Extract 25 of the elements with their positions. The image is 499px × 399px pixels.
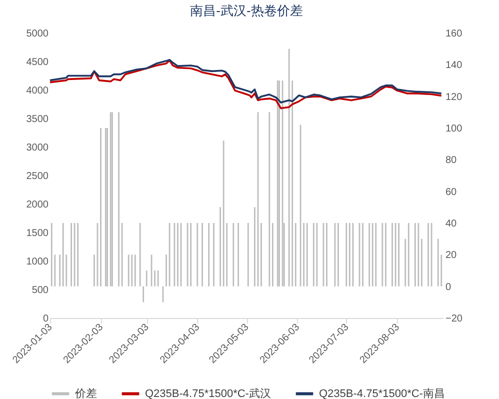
legend-label: Q235B-4.75*1500*C-武汉 — [145, 386, 271, 399]
y2-tick-label: −20 — [446, 314, 463, 324]
legend-label: 价差 — [74, 388, 97, 399]
y-tick-label: 4500 — [26, 57, 49, 68]
y-tick-label: 5000 — [26, 28, 49, 40]
y-tick-label: 2500 — [26, 171, 49, 182]
y2-tick-label: 160 — [446, 28, 463, 40]
y2-tick-label: 60 — [446, 186, 458, 198]
y2-tick-label: 100 — [446, 124, 463, 134]
chart-title: 南昌-武汉-热卷价差 — [190, 3, 303, 18]
y2-tick-label: 80 — [446, 155, 458, 166]
y2-tick-label: 0 — [446, 282, 452, 293]
y-tick-label: 3000 — [26, 142, 49, 154]
y-tick-label: 500 — [32, 285, 49, 296]
y-tick-label: 1000 — [26, 256, 49, 268]
y-tick-label: 0 — [42, 314, 49, 324]
y2-tick-label: 20 — [446, 250, 458, 262]
y-tick-label: 1500 — [26, 228, 49, 239]
y-tick-label: 4000 — [26, 86, 49, 96]
y2-tick-label: 40 — [446, 218, 458, 230]
y-tick-label: 3500 — [26, 114, 49, 125]
y-tick-label: 2000 — [26, 200, 49, 210]
y2-tick-label: 140 — [446, 60, 463, 72]
legend-label: Q235B-4.75*1500*C-南昌 — [319, 386, 445, 399]
y2-tick-label: 120 — [446, 92, 463, 103]
